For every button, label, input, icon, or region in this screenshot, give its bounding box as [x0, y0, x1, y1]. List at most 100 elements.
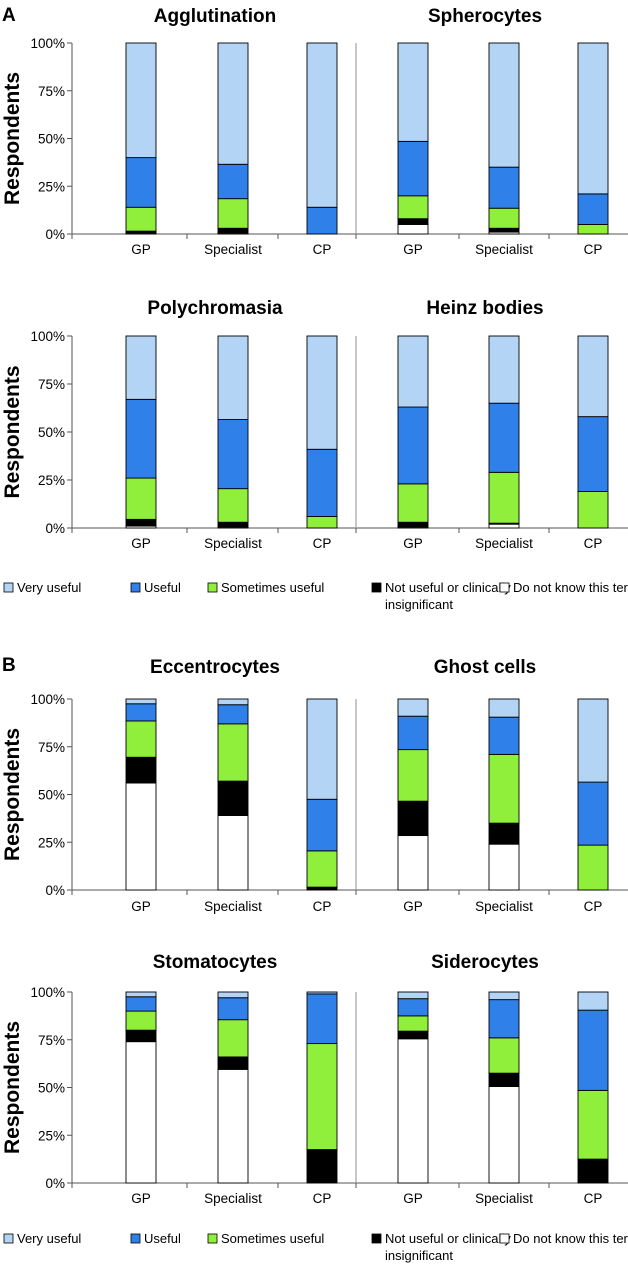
- y-tick-label: 25%: [38, 1128, 65, 1143]
- x-tick-label: GP: [131, 536, 151, 551]
- bar-segment-specialist-sometimes-useful: [488, 207, 520, 229]
- y-tick-label: 100%: [30, 692, 65, 707]
- bar-segment-cp-useful: [577, 193, 609, 225]
- chart-agglutination: Agglutination GP Specialist CP: [125, 6, 338, 257]
- chart-eccentrocytes: Eccentrocytes GP Specialist CP: [125, 657, 338, 914]
- bar-segment-specialist-sometimes-useful: [217, 488, 249, 523]
- bar-segment-cp-useful: [577, 781, 609, 846]
- legend-label: Do not know this term: [513, 580, 628, 595]
- bar-segment-gp-sometimes-useful: [125, 1010, 157, 1031]
- x-tick-label: GP: [403, 1191, 423, 1206]
- bar-segment-cp-useful: [306, 993, 338, 1045]
- legend-label: Not useful or clinically: [385, 580, 511, 595]
- chart-title: Agglutination: [154, 6, 276, 27]
- bar-segment-cp-very-useful: [577, 698, 609, 783]
- bar-segment-cp-very-useful: [306, 698, 338, 800]
- y-tick-label: 75%: [38, 377, 65, 392]
- bar-segment-specialist-useful: [217, 997, 249, 1021]
- y-tick-label: 50%: [38, 132, 65, 147]
- y-tick-label: 25%: [38, 179, 65, 194]
- legend-label: Useful: [144, 580, 181, 595]
- bar-segment-gp-not-useful: [397, 800, 429, 837]
- bar-segment-specialist-do-not-know: [488, 523, 520, 529]
- legend-swatch: [207, 582, 218, 593]
- y-tick-label: 25%: [38, 835, 65, 850]
- x-tick-label: CP: [313, 899, 332, 914]
- bar-segment-gp-not-useful: [125, 1029, 157, 1043]
- x-tick-label: CP: [584, 536, 603, 551]
- y-tick-label: 75%: [38, 1033, 65, 1048]
- bar-segment-specialist-very-useful: [217, 335, 249, 420]
- chart-title: Heinz bodies: [426, 298, 543, 319]
- bar-segment-specialist-very-useful: [488, 698, 520, 718]
- bar-segment-cp-sometimes-useful: [577, 223, 609, 235]
- x-tick-label: GP: [131, 899, 151, 914]
- panel-letter-b: B: [2, 655, 16, 676]
- bar-segment-gp-sometimes-useful: [125, 206, 157, 232]
- y-tick-label: 0%: [45, 883, 65, 898]
- chart-polychromasia: Polychromasia GP Specialist CP: [125, 298, 338, 551]
- y-tick-label: 100%: [30, 985, 65, 1000]
- bar-segment-specialist-sometimes-useful: [217, 723, 249, 782]
- legend-item-not-useful-or-clinically: Not useful or clinically insignificant: [371, 1231, 511, 1263]
- bar-segment-specialist-useful: [488, 166, 520, 209]
- x-tick-label: CP: [584, 242, 603, 257]
- bar-segment-specialist-useful: [217, 163, 249, 200]
- legend-swatch: [3, 582, 14, 593]
- chart-stomatocytes: Stomatocytes GP Specialist CP: [125, 952, 338, 1206]
- legend-label: Do not know this term: [513, 1231, 628, 1246]
- bar-segment-gp-useful: [125, 157, 157, 208]
- legend-swatch: [499, 1233, 510, 1244]
- x-tick-label: GP: [403, 536, 423, 551]
- bar-segment-gp-very-useful: [125, 698, 157, 705]
- y-tick-label: 0%: [45, 227, 65, 242]
- y-axis: 0% 25% 50% 75% 100%: [30, 329, 73, 536]
- x-tick-label: Specialist: [475, 1191, 533, 1206]
- bar-segment-gp-useful: [125, 703, 157, 722]
- bar-segment-cp-sometimes-useful: [577, 1089, 609, 1160]
- bar-segment-cp-very-useful: [577, 42, 609, 195]
- x-tick-label: CP: [584, 1191, 603, 1206]
- legend-item-not-useful-or-clinically: Not useful or clinically insignificant: [371, 580, 511, 612]
- legend-label: Not useful or clinically: [385, 1231, 511, 1246]
- x-tick-label: GP: [131, 242, 151, 257]
- x-tick-label: CP: [313, 1191, 332, 1206]
- bar-segment-specialist-useful: [488, 402, 520, 473]
- bar-segment-cp-sometimes-useful: [306, 1043, 338, 1151]
- legend-item-do-not-know-this-term: Do not know this term: [499, 1231, 628, 1246]
- bar-segment-gp-very-useful: [125, 335, 157, 400]
- y-tick-label: 75%: [38, 84, 65, 99]
- panel-letter-a: A: [2, 5, 16, 26]
- legend-label-line2: insignificant: [385, 1248, 453, 1263]
- bar-segment-gp-useful: [397, 715, 429, 751]
- x-tick-label: Specialist: [204, 242, 262, 257]
- x-tick-label: Specialist: [475, 536, 533, 551]
- chart-spherocytes: Spherocytes GP Specialist CP: [397, 6, 609, 257]
- chart-title: Siderocytes: [431, 952, 539, 973]
- chart-heinz-bodies: Heinz bodies GP Specialist CP: [397, 298, 609, 551]
- bar-segment-cp-very-useful: [577, 991, 609, 1011]
- bar-segment-specialist-not-useful: [217, 780, 249, 816]
- bar-segment-gp-useful: [397, 998, 429, 1017]
- bar-segment-specialist-useful: [217, 419, 249, 490]
- legend-swatch: [371, 1233, 382, 1244]
- y-axis-label: Respondents: [1, 1021, 24, 1154]
- bar-segment-gp-useful: [397, 140, 429, 197]
- legend-item-useful: Useful: [130, 580, 181, 595]
- bar-segment-specialist-sometimes-useful: [217, 198, 249, 229]
- legend-item-sometimes-useful: Sometimes useful: [207, 580, 324, 595]
- y-tick-label: 100%: [30, 36, 65, 51]
- legend-item-very-useful: Very useful: [3, 1231, 81, 1246]
- bar-segment-specialist-not-useful: [217, 521, 249, 528]
- bar-segment-cp-useful: [306, 448, 338, 517]
- bar-segment-cp-sometimes-useful: [577, 844, 609, 891]
- bar-segment-cp-not-useful: [577, 1158, 609, 1184]
- bar-segment-specialist-not-useful: [488, 822, 520, 845]
- chart-ghost-cells: Ghost cells GP Specialist CP: [397, 657, 609, 914]
- bar-segment-gp-not-useful: [125, 756, 157, 784]
- bar-segment-cp-very-useful: [306, 42, 338, 208]
- bar-segment-gp-do-not-know: [125, 1041, 157, 1184]
- bar-segment-gp-useful: [125, 996, 157, 1012]
- y-axis-label: Respondents: [1, 72, 24, 205]
- legend-swatch: [130, 582, 141, 593]
